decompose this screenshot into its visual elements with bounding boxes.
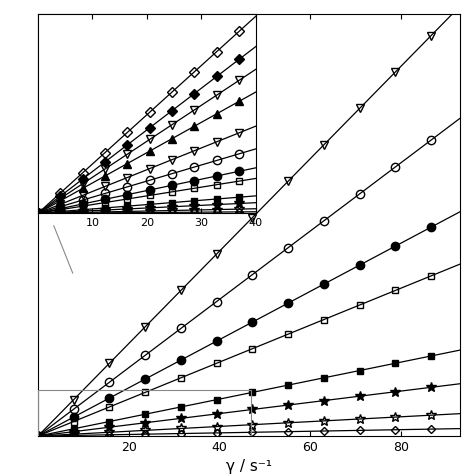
X-axis label: γ / s⁻¹: γ / s⁻¹ <box>226 459 272 474</box>
Bar <box>38 390 251 436</box>
